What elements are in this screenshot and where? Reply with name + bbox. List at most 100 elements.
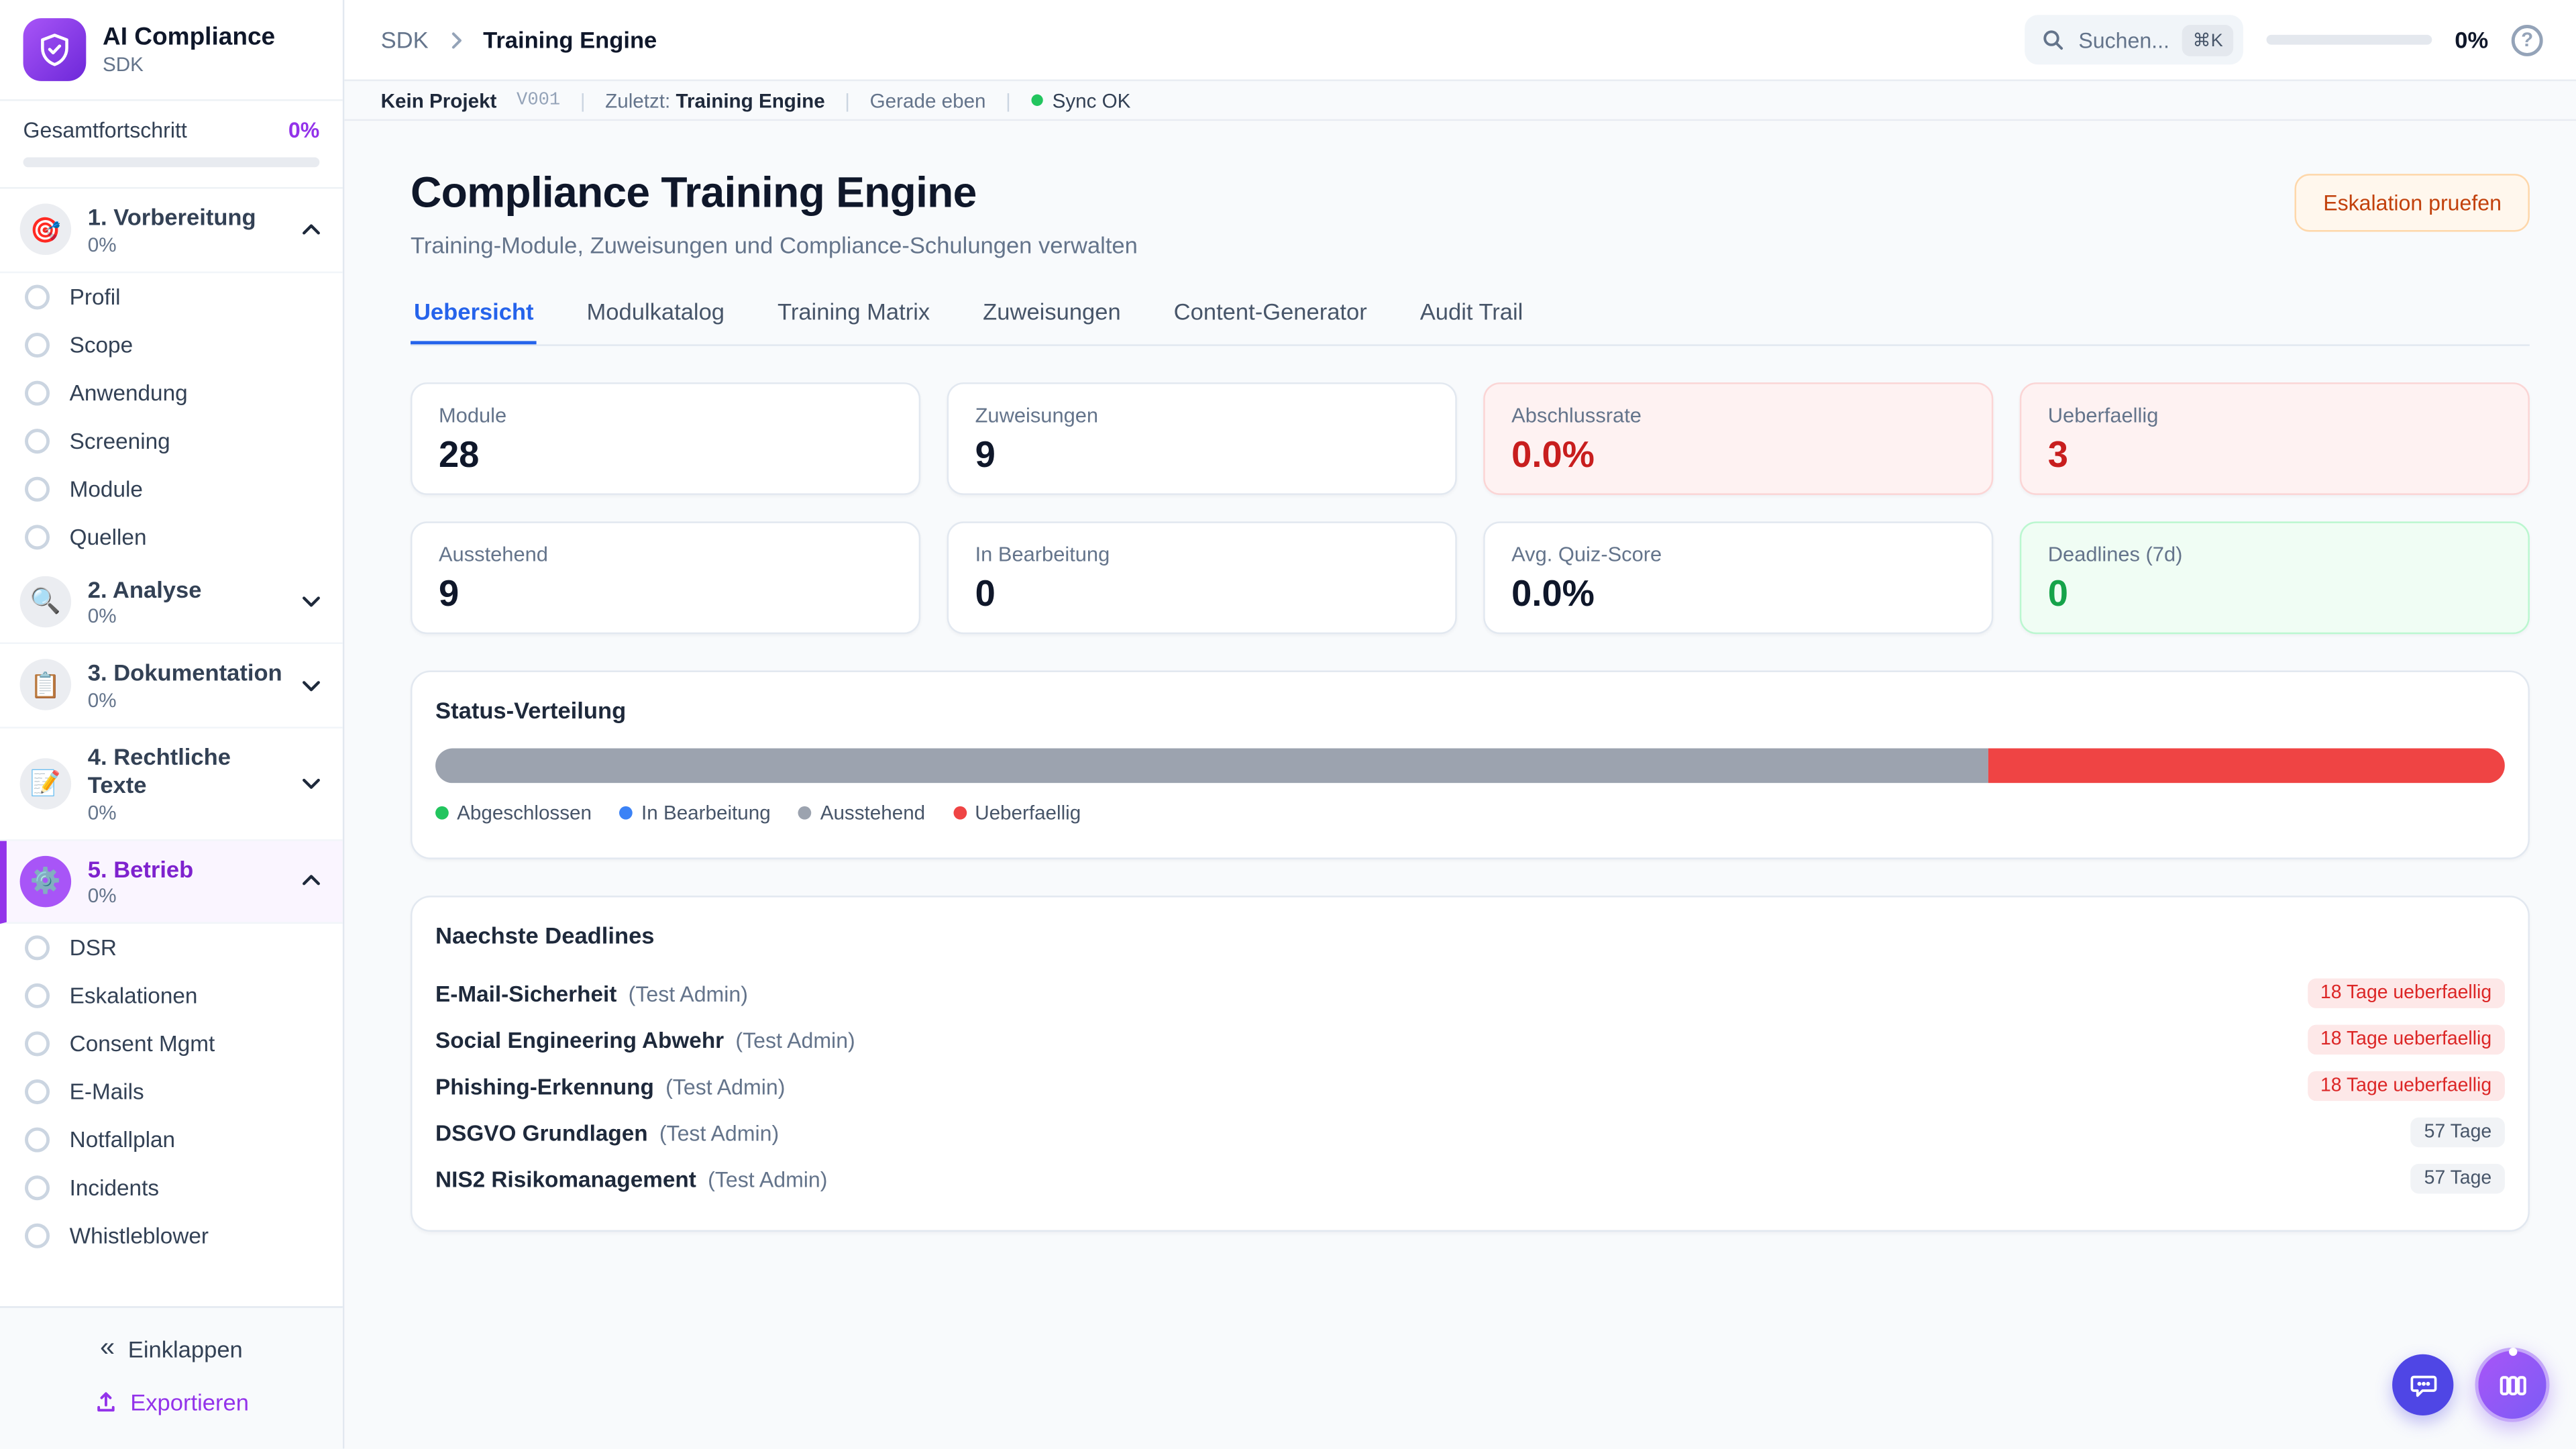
distribution-legend: Abgeschlossen In Bearbeitung Ausstehend … bbox=[435, 801, 2505, 824]
sidebar-section-rechtliche-texte[interactable]: 📝 4. Rechtliche Texte 0% bbox=[0, 728, 343, 841]
search-input[interactable]: Suchen... ⌘K bbox=[2025, 15, 2243, 65]
search-kbd-shortcut: ⌘K bbox=[2182, 23, 2233, 56]
red-dot-icon bbox=[953, 806, 967, 820]
divider: | bbox=[580, 89, 586, 112]
section-pct: 0% bbox=[87, 688, 117, 711]
stat-value: 0 bbox=[975, 572, 996, 614]
export-label: Exportieren bbox=[130, 1389, 249, 1416]
help-icon[interactable]: ? bbox=[2511, 23, 2543, 56]
notification-dot-icon bbox=[2508, 1348, 2517, 1356]
sidebar-item-consent-mgmt[interactable]: Consent Mgmt bbox=[0, 1020, 343, 1068]
status-circle-icon bbox=[25, 380, 50, 405]
check-escalation-button[interactable]: Eskalation pruefen bbox=[2295, 174, 2530, 232]
header-progress-value: 0% bbox=[2455, 26, 2489, 53]
brand: AI Compliance SDK bbox=[0, 0, 343, 101]
blue-dot-icon bbox=[619, 806, 633, 820]
sidebar-item-eskalationen[interactable]: Eskalationen bbox=[0, 972, 343, 1020]
sidebar-item-emails[interactable]: E-Mails bbox=[0, 1068, 343, 1116]
stat-value: 9 bbox=[975, 433, 996, 476]
chat-button[interactable] bbox=[2392, 1354, 2454, 1416]
sidebar-item-whistleblower[interactable]: Whistleblower bbox=[0, 1212, 343, 1260]
distribution-title: Status-Verteilung bbox=[435, 696, 627, 724]
sidebar-section-analyse[interactable]: 🔍 2. Analyse 0% bbox=[0, 560, 343, 645]
sidebar-item-label: DSR bbox=[69, 935, 117, 961]
breadcrumb: SDK Training Engine bbox=[381, 26, 657, 52]
status-circle-icon bbox=[25, 1079, 50, 1105]
sidebar-item-label: Incidents bbox=[69, 1175, 160, 1201]
section-title: 5. Betrieb bbox=[87, 855, 194, 882]
sidebar-section-betrieb[interactable]: ⚙️ 5. Betrieb 0% bbox=[0, 840, 343, 924]
next-deadlines-card: Naechste Deadlines E-Mail-Sicherheit (Te… bbox=[411, 896, 2530, 1232]
search-placeholder: Suchen... bbox=[2078, 27, 2169, 52]
deadline-assignee: (Test Admin) bbox=[665, 1073, 786, 1099]
sidebar-item-module[interactable]: Module bbox=[0, 464, 343, 513]
legend-in-bearbeitung: In Bearbeitung bbox=[619, 801, 771, 824]
chevron-down-icon bbox=[300, 590, 323, 613]
chat-bubble-icon bbox=[2408, 1371, 2438, 1400]
sync-label: Sync OK bbox=[1052, 89, 1131, 112]
sidebar: AI Compliance SDK Gesamtfortschritt 0% 🎯… bbox=[0, 0, 345, 1449]
overall-progress: Gesamtfortschritt 0% bbox=[0, 101, 343, 189]
tab-training-matrix[interactable]: Training Matrix bbox=[777, 298, 930, 325]
brand-title: AI Compliance bbox=[103, 23, 276, 52]
panels-button[interactable] bbox=[2475, 1348, 2550, 1423]
tab-uebersicht[interactable]: Uebersicht bbox=[411, 298, 537, 345]
section-pct: 0% bbox=[87, 883, 117, 908]
sidebar-item-label: Scope bbox=[69, 331, 133, 357]
chevron-down-icon bbox=[300, 674, 323, 697]
sidebar-item-dsr[interactable]: DSR bbox=[0, 924, 343, 972]
clipboard-icon: 📋 bbox=[19, 659, 72, 711]
deadline-assignee: (Test Admin) bbox=[735, 1027, 855, 1053]
deadline-module: E-Mail-Sicherheit bbox=[435, 981, 617, 1006]
deadlines-list: E-Mail-Sicherheit (Test Admin) 18 Tage u… bbox=[435, 970, 2505, 1202]
tab-audit-trail[interactable]: Audit Trail bbox=[1419, 298, 1523, 325]
status-circle-icon bbox=[25, 1223, 50, 1248]
deadline-badge: 18 Tage ueberfaellig bbox=[2307, 1071, 2505, 1102]
collapse-label: Einklappen bbox=[127, 1336, 243, 1363]
stat-card-ueberfaellig: Ueberfaellig 3 bbox=[2019, 382, 2530, 495]
brand-subtitle: SDK bbox=[103, 52, 144, 76]
segment-ausstehend bbox=[435, 748, 1988, 784]
topbar-right: Suchen... ⌘K 0% ? bbox=[2025, 15, 2543, 65]
status-circle-icon bbox=[25, 427, 50, 453]
project-name: Kein Projekt bbox=[380, 89, 497, 112]
deadline-row: DSGVO Grundlagen (Test Admin) 57 Tage bbox=[435, 1109, 2505, 1155]
sidebar-item-notfallplan[interactable]: Notfallplan bbox=[0, 1116, 343, 1164]
sidebar-section-vorbereitung[interactable]: 🎯 1. Vorbereitung 0% bbox=[0, 189, 343, 272]
sidebar-item-profil[interactable]: Profil bbox=[0, 272, 343, 321]
tab-zuweisungen[interactable]: Zuweisungen bbox=[983, 298, 1121, 325]
section-title: 1. Vorbereitung bbox=[87, 203, 256, 231]
sync-status: Sync OK bbox=[1030, 89, 1130, 112]
gear-icon: ⚙️ bbox=[19, 855, 72, 907]
green-dot-icon bbox=[435, 806, 449, 820]
breadcrumb-sdk[interactable]: SDK bbox=[380, 26, 429, 53]
sidebar-item-quellen[interactable]: Quellen bbox=[0, 513, 343, 561]
status-circle-icon bbox=[25, 1175, 50, 1201]
legend-ausstehend: Ausstehend bbox=[798, 801, 925, 824]
stat-label: Deadlines (7d) bbox=[2047, 543, 2183, 567]
sidebar-item-label: Eskalationen bbox=[69, 983, 198, 1008]
tab-content-generator[interactable]: Content-Generator bbox=[1173, 298, 1367, 325]
sidebar-item-label: Profil bbox=[69, 284, 121, 309]
deadlines-title: Naechste Deadlines bbox=[435, 922, 655, 949]
tab-modulkatalog[interactable]: Modulkatalog bbox=[586, 298, 725, 325]
export-button[interactable]: Exportieren bbox=[0, 1377, 343, 1430]
last-saved-time: Gerade eben bbox=[869, 89, 986, 112]
collapse-sidebar-button[interactable]: « Einklappen bbox=[0, 1324, 343, 1377]
sidebar-item-screening[interactable]: Screening bbox=[0, 417, 343, 465]
overall-progress-track bbox=[23, 157, 320, 168]
stat-card-deadlines-7d: Deadlines (7d) 0 bbox=[2019, 521, 2530, 635]
last-visited: Zuletzt: Training Engine bbox=[605, 89, 825, 112]
stat-card-quiz-score: Avg. Quiz-Score 0.0% bbox=[1483, 521, 1994, 635]
status-circle-icon bbox=[25, 1127, 50, 1152]
sidebar-section-dokumentation[interactable]: 📋 3. Dokumentation 0% bbox=[0, 644, 343, 728]
sidebar-item-scope[interactable]: Scope bbox=[0, 321, 343, 369]
sidebar-item-anwendung[interactable]: Anwendung bbox=[0, 368, 343, 417]
deadline-row: E-Mail-Sicherheit (Test Admin) 18 Tage u… bbox=[435, 970, 2505, 1016]
chevron-down-icon bbox=[300, 771, 323, 795]
deadline-row: Phishing-Erkennung (Test Admin) 18 Tage … bbox=[435, 1063, 2505, 1109]
deadline-module: Social Engineering Abwehr bbox=[435, 1027, 724, 1053]
deadline-badge: 18 Tage ueberfaellig bbox=[2307, 1024, 2505, 1055]
sidebar-item-incidents[interactable]: Incidents bbox=[0, 1164, 343, 1212]
